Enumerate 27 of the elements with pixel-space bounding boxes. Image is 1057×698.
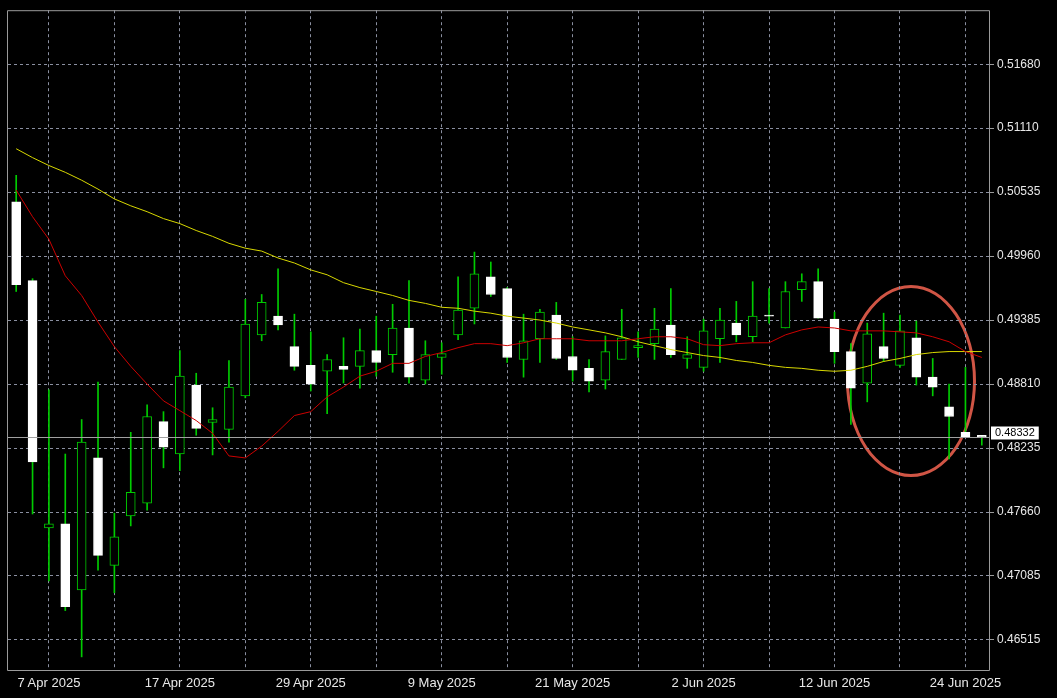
y-tick-label: 0.47085 (997, 568, 1041, 583)
candlestick (682, 336, 693, 369)
candlestick (273, 268, 283, 331)
y-tick-label: 0.50535 (997, 184, 1041, 199)
candlestick (633, 331, 643, 358)
candlestick (944, 383, 954, 460)
x-tick-label: 2 Jun 2025 (671, 675, 736, 691)
x-tick-label: 29 Apr 2025 (275, 675, 346, 691)
x-tick-label: 17 Apr 2025 (144, 675, 215, 691)
x-tick-label: 21 May 2025 (535, 675, 611, 691)
y-tick-label: 0.49385 (997, 312, 1041, 327)
y-tick-label: 0.47660 (997, 504, 1041, 519)
y-tick-label: 0.48810 (997, 376, 1041, 391)
candlestick (371, 315, 382, 377)
x-tick-label: 9 May 2025 (407, 675, 476, 691)
y-tick-label: 0.49960 (997, 248, 1041, 263)
y-tick-label: 0.48235 (997, 440, 1041, 455)
y-tick-label: 0.46515 (997, 631, 1041, 646)
x-tick-label: 24 Jun 2025 (929, 675, 1002, 691)
candlestick (764, 288, 774, 324)
y-tick-label: 0.51680 (997, 57, 1041, 72)
candlestick (436, 342, 447, 375)
y-tick-label: 0.51110 (997, 120, 1039, 135)
candlestick (322, 354, 332, 414)
ref-line-label: 0.48332 (995, 426, 1035, 439)
x-tick-label: 7 Apr 2025 (17, 675, 81, 691)
x-tick-label: 12 Jun 2025 (798, 675, 871, 691)
